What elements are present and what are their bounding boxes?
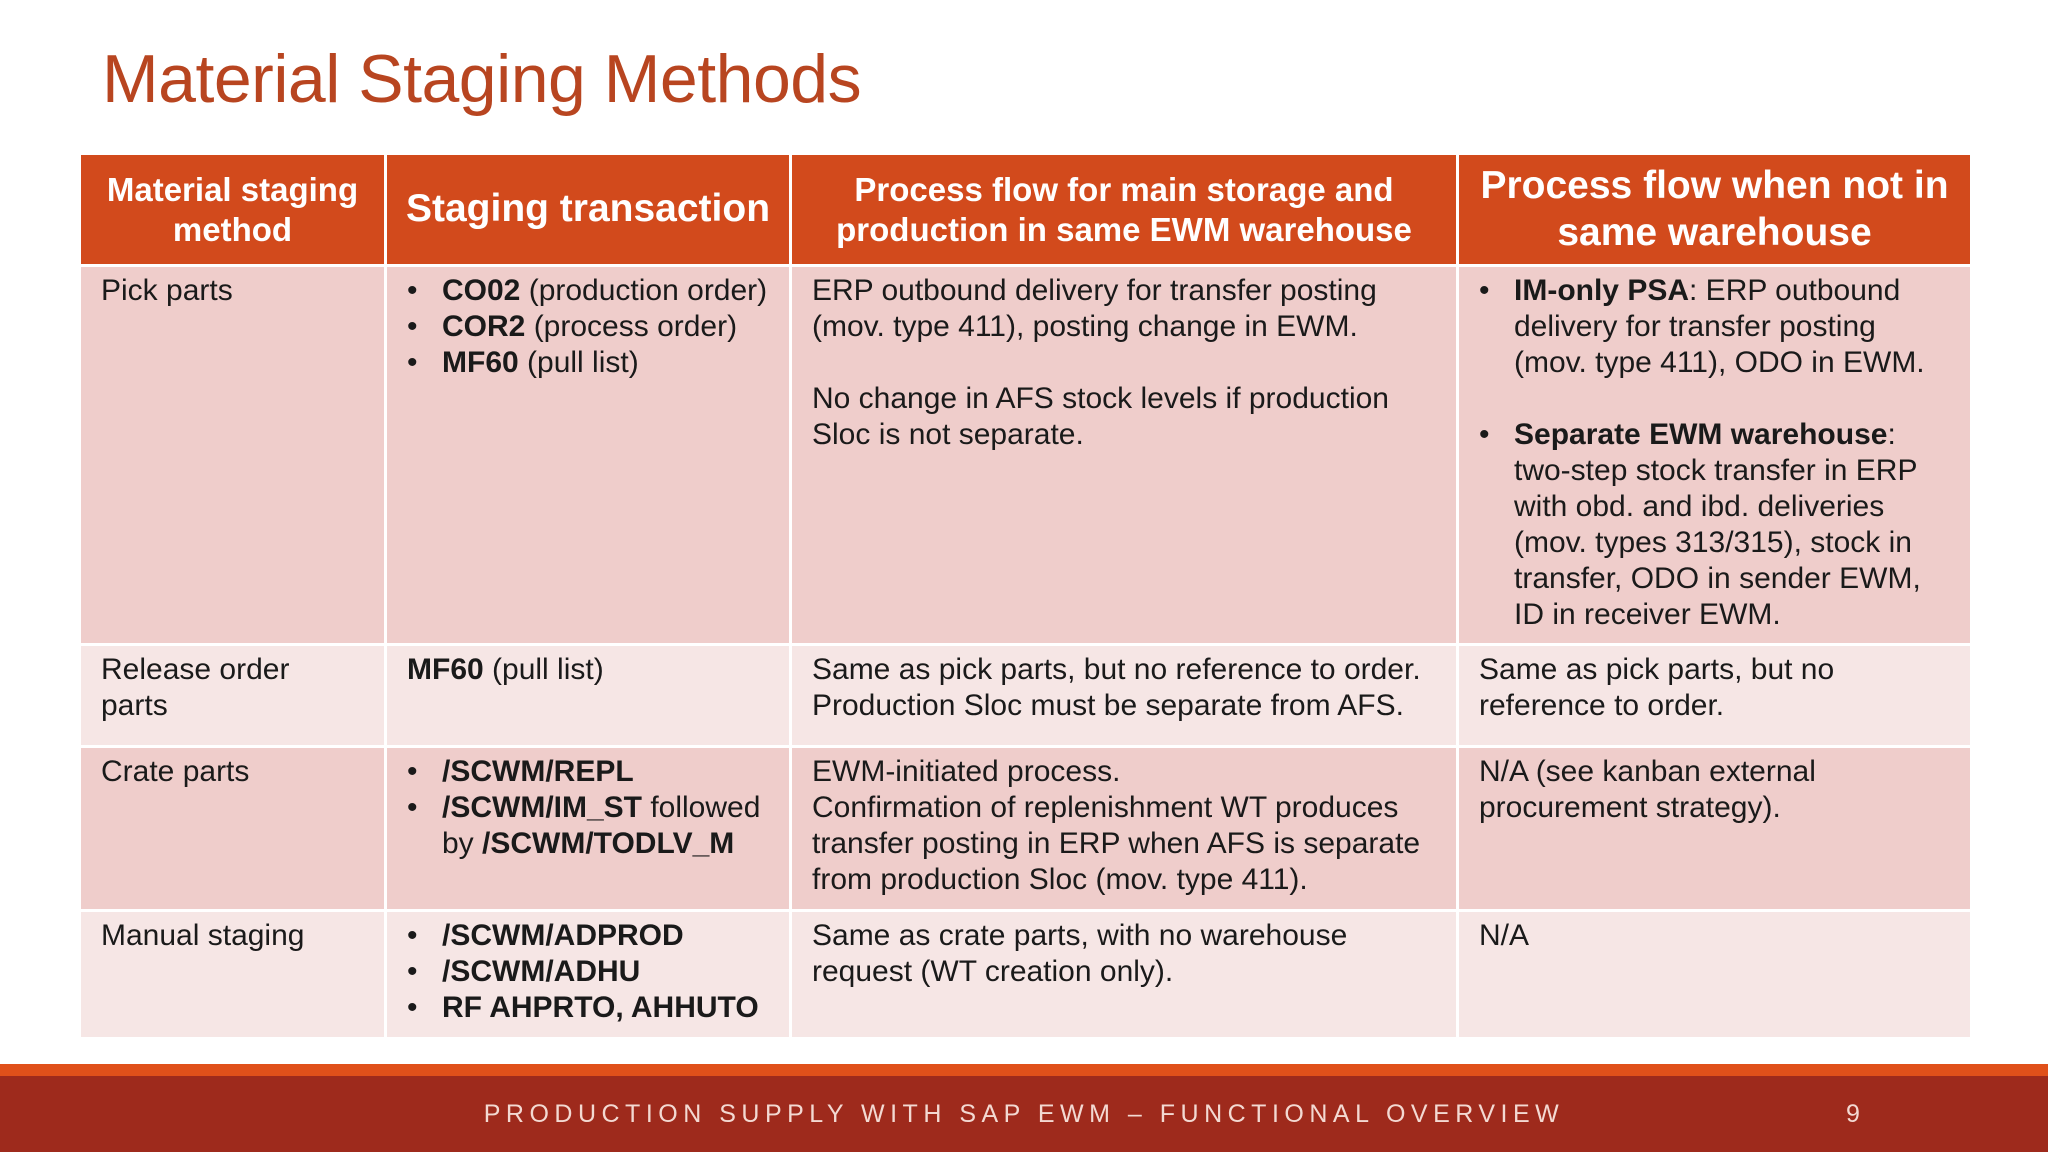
footer-bar: PRODUCTION SUPPLY WITH SAP EWM – FUNCTIO…	[0, 1076, 2048, 1152]
transaction-desc: (process order)	[525, 310, 738, 343]
staging-methods-table: Material staging method Staging transact…	[78, 152, 1973, 1040]
header-material-staging-method: Material staging method	[78, 152, 387, 267]
different-warehouse-flow-cell: N/A (see kanban external procurement str…	[1456, 745, 1973, 912]
flow-emphasis: Separate EWM warehouse	[1514, 418, 1888, 451]
footer-accent-strip	[0, 1064, 2048, 1076]
different-warehouse-flow-cell: N/A	[1456, 909, 1973, 1040]
list-item: COR2 (process order)	[407, 309, 769, 345]
method-cell: Release order parts	[78, 643, 387, 748]
list-item: MF60 (pull list)	[407, 345, 769, 381]
flow-text: ERP outbound delivery for transfer posti…	[812, 274, 1377, 343]
transaction-code: /SCWM/ADPROD	[442, 919, 684, 952]
header-process-flow-same-warehouse: Process flow for main storage and produc…	[789, 152, 1459, 267]
list-item: /SCWM/ADPROD	[407, 918, 769, 954]
transaction-cell: /SCWM/REPL /SCWM/IM_ST followed by /SCWM…	[384, 745, 792, 912]
list-item: /SCWM/REPL	[407, 754, 769, 790]
page-number: 9	[1846, 1100, 1860, 1128]
slide-title: Material Staging Methods	[102, 41, 862, 117]
flow-text: : two-step stock transfer in ERP with ob…	[1514, 418, 1921, 631]
transaction-desc: (pull list)	[483, 653, 604, 686]
transaction-code: /SCWM/REPL	[442, 755, 634, 788]
flow-text: No change in AFS stock levels if product…	[812, 382, 1389, 451]
transaction-cell: CO02 (production order) COR2 (process or…	[384, 264, 792, 646]
different-warehouse-flow-cell: Same as pick parts, but no reference to …	[1456, 643, 1973, 748]
header-process-flow-different-warehouse: Process flow when not in same warehouse	[1456, 152, 1973, 267]
transaction-code: COR2	[442, 310, 526, 343]
transaction-desc: followed by	[442, 791, 761, 860]
footer-title: PRODUCTION SUPPLY WITH SAP EWM – FUNCTIO…	[483, 1100, 1565, 1128]
transaction-code: MF60	[407, 653, 484, 686]
table-row: Release order parts MF60 (pull list) Sam…	[78, 643, 1973, 748]
flow-emphasis: IM-only PSA	[1514, 274, 1690, 307]
flow-text: EWM-initiated process.	[812, 755, 1121, 788]
same-warehouse-flow-cell: EWM-initiated process. Confirmation of r…	[789, 745, 1459, 912]
different-warehouse-flow-cell: IM-only PSA: ERP outbound delivery for t…	[1456, 264, 1973, 646]
method-cell: Pick parts	[78, 264, 387, 646]
flow-text: : ERP outbound delivery for transfer pos…	[1514, 274, 1925, 379]
list-item: RF AHPRTO, AHHUTO	[407, 990, 769, 1026]
transaction-code: /SCWM/ADHU	[442, 955, 641, 988]
transaction-cell: MF60 (pull list)	[384, 643, 792, 748]
method-cell: Manual staging	[78, 909, 387, 1040]
transaction-cell: /SCWM/ADPROD /SCWM/ADHU RF AHPRTO, AHHUT…	[384, 909, 792, 1040]
transaction-code: /SCWM/TODLV_M	[482, 827, 735, 860]
same-warehouse-flow-cell: ERP outbound delivery for transfer posti…	[789, 264, 1459, 646]
list-item: IM-only PSA: ERP outbound delivery for t…	[1479, 273, 1950, 381]
header-staging-transaction: Staging transaction	[384, 152, 792, 267]
transaction-code: /SCWM/IM_ST	[442, 791, 642, 824]
transaction-code: RF AHPRTO, AHHUTO	[442, 991, 759, 1024]
table-row: Manual staging /SCWM/ADPROD /SCWM/ADHU R…	[78, 909, 1973, 1040]
transaction-desc: (production order)	[520, 274, 768, 307]
method-cell: Crate parts	[78, 745, 387, 912]
table-row: Pick parts CO02 (production order) COR2 …	[78, 264, 1973, 646]
list-item: Separate EWM warehouse: two-step stock t…	[1479, 417, 1950, 633]
same-warehouse-flow-cell: Same as pick parts, but no reference to …	[789, 643, 1459, 748]
list-item: /SCWM/ADHU	[407, 954, 769, 990]
table-row: Crate parts /SCWM/REPL /SCWM/IM_ST follo…	[78, 745, 1973, 912]
list-item: /SCWM/IM_ST followed by /SCWM/TODLV_M	[407, 790, 769, 862]
table-header-row: Material staging method Staging transact…	[78, 152, 1973, 267]
list-item: CO02 (production order)	[407, 273, 769, 309]
flow-text: Confirmation of replenishment WT produce…	[812, 791, 1421, 896]
transaction-code: CO02	[442, 274, 521, 307]
transaction-desc: (pull list)	[518, 346, 639, 379]
same-warehouse-flow-cell: Same as crate parts, with no warehouse r…	[789, 909, 1459, 1040]
transaction-code: MF60	[442, 346, 519, 379]
